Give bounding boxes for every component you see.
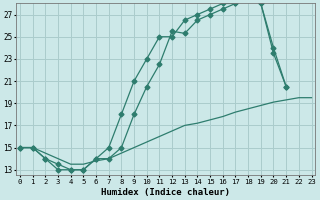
X-axis label: Humidex (Indice chaleur): Humidex (Indice chaleur) [101,188,230,197]
